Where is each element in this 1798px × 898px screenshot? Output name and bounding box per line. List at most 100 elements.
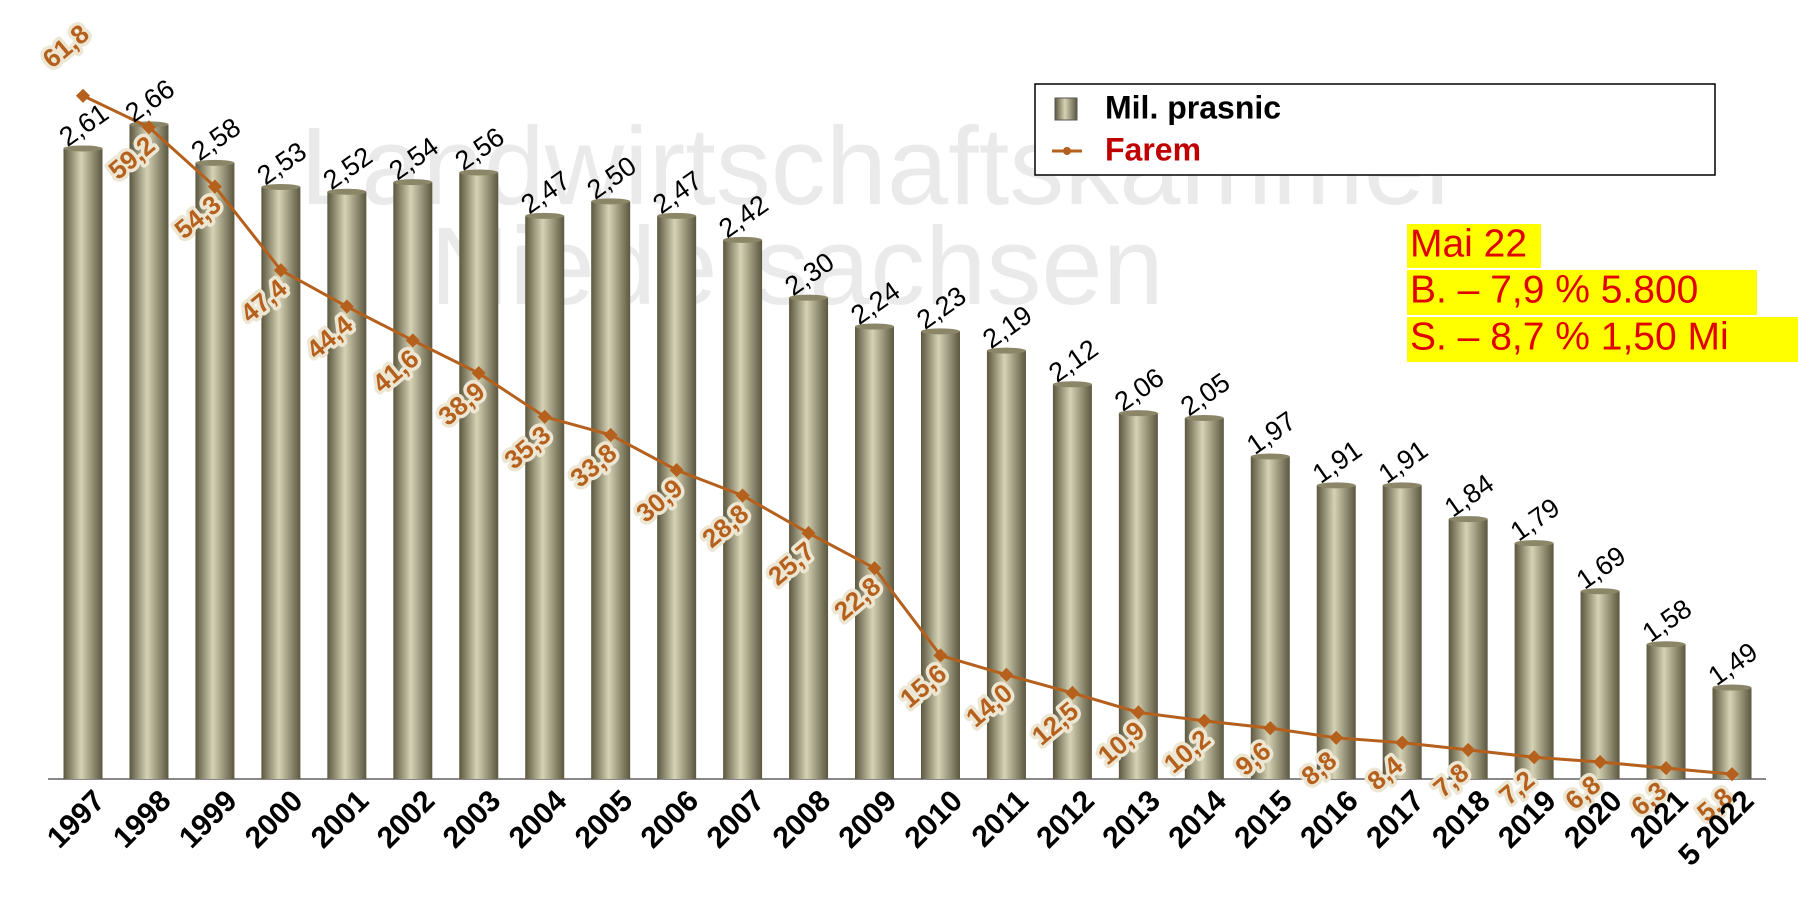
bar — [1052, 384, 1092, 779]
bar — [986, 350, 1026, 779]
line-marker — [75, 88, 91, 103]
line-marker — [1658, 761, 1674, 776]
line-marker — [1527, 750, 1542, 765]
bar-cap — [261, 183, 301, 190]
bar-cap — [986, 347, 1026, 354]
x-tick-label: 2016 — [1294, 784, 1365, 855]
bar — [327, 191, 367, 780]
bar-value-label: 1,97 — [1241, 406, 1301, 461]
line-marker — [1724, 767, 1740, 782]
bar — [1712, 687, 1752, 779]
line-marker — [1065, 685, 1080, 701]
x-tick-label: 2013 — [1096, 784, 1167, 855]
bar-cap — [1448, 516, 1488, 523]
line-marker — [603, 427, 618, 443]
bar — [1448, 519, 1488, 779]
line-marker — [1131, 705, 1146, 720]
line-marker — [801, 526, 816, 541]
bar-cap — [1580, 588, 1620, 595]
x-tick-label: 1998 — [107, 784, 178, 855]
bar-cap — [789, 294, 829, 301]
x-tick-label: 2010 — [898, 784, 969, 855]
bar-value-label: 1,58 — [1637, 593, 1697, 648]
bar — [525, 215, 565, 780]
bar — [1646, 644, 1686, 779]
bar — [1316, 485, 1356, 779]
legend-label: Mil. prasnic — [1105, 89, 1281, 125]
annotation-text: S. – 8,7 % 1,50 Mi — [1410, 315, 1729, 358]
line-marker — [1461, 742, 1476, 757]
x-tick-label: 2008 — [767, 784, 838, 855]
bar-cap — [459, 169, 499, 176]
x-tick-label: 2004 — [503, 784, 574, 855]
bar-cap — [1316, 482, 1356, 489]
bar-cap — [393, 179, 433, 186]
line-marker — [405, 333, 420, 348]
x-tick-label: 2005 — [569, 784, 640, 855]
legend-marker — [1063, 147, 1071, 155]
x-tick-label: 2007 — [701, 784, 772, 855]
line-marker — [1593, 754, 1608, 770]
line-marker — [669, 463, 684, 478]
bar — [63, 148, 103, 779]
bar — [657, 215, 697, 780]
line-marker — [339, 299, 354, 314]
bar-value-label: 1,84 — [1439, 468, 1499, 523]
bar-cap — [63, 145, 103, 152]
bar-cap — [1712, 684, 1752, 691]
bar-cap — [195, 159, 235, 166]
bar-cap — [1184, 415, 1224, 421]
bar-cap — [855, 323, 895, 330]
line-marker — [1395, 735, 1410, 750]
bar-value-label: 2,66 — [120, 73, 180, 128]
bar-cap — [1646, 641, 1686, 648]
bar — [1514, 543, 1554, 779]
line-marker — [1197, 713, 1212, 728]
bar — [393, 182, 433, 779]
bar-value-label: 2,05 — [1175, 367, 1235, 422]
x-tick-label: 2014 — [1162, 784, 1233, 855]
legend: Mil. prasnic Farem — [1034, 83, 1716, 176]
line-marker — [999, 667, 1014, 682]
annotation-bg — [1407, 224, 1541, 268]
legend-box — [1034, 83, 1716, 176]
bar — [591, 201, 631, 779]
bar-value-label: 1,91 — [1307, 434, 1367, 489]
bar-cap — [1382, 482, 1422, 489]
x-tick-label: 1999 — [173, 784, 244, 855]
legend-label: Farem — [1105, 131, 1201, 167]
bar-value-label: 2,06 — [1109, 362, 1169, 417]
line-marker — [1329, 730, 1344, 745]
line-value-label: 61,8 — [37, 18, 95, 74]
x-tick-label: 2003 — [437, 784, 508, 855]
line — [82, 94, 1733, 776]
bar — [1382, 485, 1422, 779]
annotation-bg — [1407, 317, 1798, 362]
bar-cap — [327, 188, 367, 195]
annotation-text: Mai 22 — [1410, 222, 1527, 265]
x-tick-label: 2017 — [1360, 784, 1431, 855]
bar-cap — [723, 236, 763, 243]
x-tick-label: 2009 — [833, 784, 904, 855]
bar — [723, 239, 763, 779]
bar-value-label: 2,58 — [186, 112, 246, 167]
line-marker — [207, 179, 222, 194]
legend-swatch — [1054, 97, 1078, 121]
line-marker — [537, 409, 552, 424]
bar — [920, 331, 960, 779]
bar-value-label: 2,12 — [1043, 333, 1103, 388]
x-tick-label: 2000 — [239, 784, 310, 855]
x-tick-label: 2002 — [371, 784, 442, 855]
bar — [195, 162, 235, 780]
bar-cap — [1118, 410, 1158, 417]
bar-cap — [525, 212, 565, 219]
annotation: Mai 22 B. – 7,9 % 5.800 S. – 8,7 % 1,50 … — [1407, 222, 1798, 362]
line-marker — [1263, 721, 1278, 736]
line-marker — [735, 488, 750, 503]
annotation-bg — [1407, 270, 1757, 315]
x-tick-label: 2011 — [966, 784, 1035, 853]
annotation-text: B. – 7,9 % 5.800 — [1410, 268, 1698, 311]
x-tick-label: 2018 — [1426, 784, 1497, 855]
